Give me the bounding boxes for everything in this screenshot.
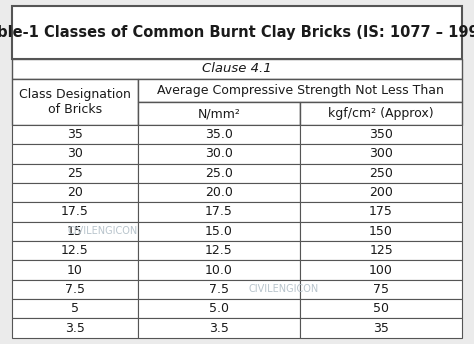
Text: 25.0: 25.0 (205, 167, 233, 180)
Bar (300, 183, 462, 202)
Bar (12, 260, 138, 280)
Bar (12, 241, 138, 260)
Bar (12, 319, 138, 338)
Text: 75: 75 (373, 283, 389, 296)
Text: 100: 100 (369, 264, 393, 277)
Text: 30: 30 (67, 147, 83, 160)
Text: 25: 25 (67, 167, 83, 180)
Text: 300: 300 (369, 147, 393, 160)
Bar (138, 163, 300, 183)
Text: CIVILENGICON: CIVILENGICON (249, 284, 319, 294)
Bar (300, 222, 462, 241)
Text: 35: 35 (373, 322, 389, 335)
Text: 17.5: 17.5 (61, 205, 89, 218)
Text: 35: 35 (67, 128, 83, 141)
Bar (12, 280, 138, 299)
Bar (12, 79, 138, 125)
Bar (138, 319, 300, 338)
Text: 250: 250 (369, 167, 393, 180)
Bar (300, 103, 462, 125)
Bar (300, 299, 462, 319)
Bar (138, 183, 300, 202)
Bar (300, 144, 462, 163)
Bar (138, 103, 300, 125)
Text: 10: 10 (67, 264, 83, 277)
Bar (12, 125, 138, 144)
Text: Table-1 Classes of Common Burnt Clay Bricks (IS: 1077 – 1992): Table-1 Classes of Common Burnt Clay Bri… (0, 25, 474, 40)
Text: 20: 20 (67, 186, 83, 199)
Text: 15: 15 (67, 225, 83, 238)
Text: 350: 350 (369, 128, 393, 141)
Bar (12, 222, 138, 241)
Text: kgf/cm² (Approx): kgf/cm² (Approx) (328, 107, 434, 120)
Bar (12, 299, 138, 319)
Bar (138, 241, 300, 260)
Text: 5.0: 5.0 (209, 302, 229, 315)
Text: 20.0: 20.0 (205, 186, 233, 199)
Bar (138, 79, 462, 103)
Bar (300, 241, 462, 260)
Text: 125: 125 (369, 244, 393, 257)
Text: CIVILENGICON: CIVILENGICON (67, 226, 138, 236)
Text: 12.5: 12.5 (205, 244, 233, 257)
Bar (12, 202, 138, 222)
Bar (138, 299, 300, 319)
Text: 30.0: 30.0 (205, 147, 233, 160)
Text: 15.0: 15.0 (205, 225, 233, 238)
Bar (138, 202, 300, 222)
Text: 3.5: 3.5 (209, 322, 229, 335)
Bar (300, 202, 462, 222)
Text: 35.0: 35.0 (205, 128, 233, 141)
Text: 10.0: 10.0 (205, 264, 233, 277)
Bar (12, 6, 462, 58)
Bar (12, 58, 462, 79)
Text: 50: 50 (373, 302, 389, 315)
Bar (300, 280, 462, 299)
Bar (300, 260, 462, 280)
Text: 12.5: 12.5 (61, 244, 89, 257)
Bar (12, 183, 138, 202)
Bar (300, 163, 462, 183)
Text: 200: 200 (369, 186, 393, 199)
Text: 175: 175 (369, 205, 393, 218)
Text: 17.5: 17.5 (205, 205, 233, 218)
Bar (300, 125, 462, 144)
Bar (12, 144, 138, 163)
Text: 7.5: 7.5 (65, 283, 85, 296)
Bar (138, 222, 300, 241)
Text: 3.5: 3.5 (65, 322, 85, 335)
Text: 150: 150 (369, 225, 393, 238)
Text: Average Compressive Strength Not Less Than: Average Compressive Strength Not Less Th… (156, 84, 444, 97)
Bar (12, 163, 138, 183)
Text: Clause 4.1: Clause 4.1 (202, 62, 272, 75)
Bar (138, 260, 300, 280)
Bar (138, 125, 300, 144)
Text: 7.5: 7.5 (209, 283, 229, 296)
Bar (138, 280, 300, 299)
Bar (300, 319, 462, 338)
Text: Class Designation
of Bricks: Class Designation of Bricks (19, 88, 131, 116)
Text: 5: 5 (71, 302, 79, 315)
Bar (138, 144, 300, 163)
Text: N/mm²: N/mm² (198, 107, 240, 120)
